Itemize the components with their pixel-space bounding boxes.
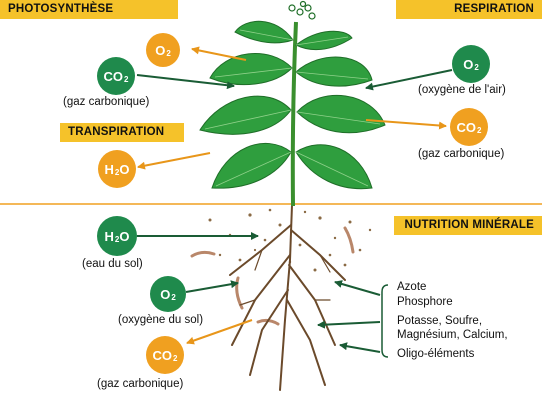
nutrient-azote: Azote — [397, 281, 427, 293]
plant-flowers — [288, 0, 316, 20]
caption-eau-du-sol: (eau du sol) — [82, 258, 143, 270]
co2-bubble-soil: CO 2 — [146, 336, 184, 374]
arrow-co2-soil-out — [186, 319, 253, 345]
co2-bubble-photosynthese: CO 2 — [97, 57, 135, 95]
caption-gaz-carbonique-photosynthese: (gaz carbonique) — [63, 96, 150, 108]
arrow-o2-out — [191, 46, 247, 61]
caption-gaz-carbonique-sol: (gaz carbonique) — [97, 378, 184, 390]
nutrient-potasse-soufre: Potasse, Soufre, — [397, 315, 483, 327]
plant-roots — [229, 204, 346, 391]
arrow-h2o-transpiration — [137, 152, 211, 170]
arrow-o2-air-in — [365, 69, 453, 91]
nutrient-bracket — [381, 284, 389, 358]
nutrient-oligo-elements: Oligo-éléments — [397, 348, 475, 360]
arrow-o2-soil-in — [185, 280, 239, 293]
nutrient-magnesium-calcium: Magnésium, Calcium, — [397, 329, 508, 341]
caption-oxygene-sol: (oxygène du sol) — [118, 314, 204, 326]
arrow-co2-in — [136, 74, 235, 90]
nutrient-phosphore: Phosphore — [397, 296, 453, 308]
caption-gaz-carbonique-respiration: (gaz carbonique) — [418, 148, 505, 160]
caption-oxygene-air: (oxygène de l'air) — [418, 84, 506, 96]
arrow-oligo — [339, 342, 381, 353]
plant-leaves — [199, 20, 386, 190]
earthworm — [190, 250, 216, 258]
banner-respiration: RESPIRATION — [396, 0, 542, 19]
arrow-phosphore — [317, 320, 381, 329]
earthworm — [343, 226, 355, 254]
soil-particles — [208, 208, 372, 272]
leaf-veins — [204, 29, 381, 187]
banner-photosynthese: PHOTOSYNTHÈSE — [0, 0, 178, 19]
banner-transpiration: TRANSPIRATION — [60, 123, 184, 142]
arrow-co2-out — [365, 119, 447, 130]
banner-nutrition-minerale: NUTRITION MINÉRALE — [394, 216, 542, 235]
arrow-azote — [334, 280, 381, 296]
co2-bubble-respiration: CO 2 — [450, 108, 488, 146]
plant-stem — [290, 21, 298, 207]
